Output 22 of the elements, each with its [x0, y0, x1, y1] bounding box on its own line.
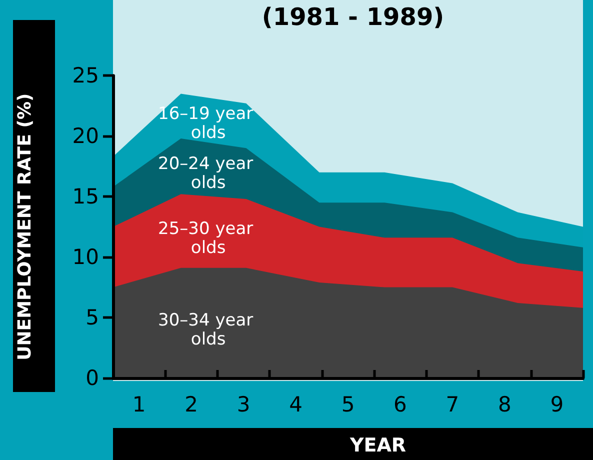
chart-title: (1981 - 1989) [262, 3, 444, 31]
y-tick-label: 5 [86, 306, 99, 330]
x-tick-label: 8 [498, 392, 512, 416]
y-tick-label: 20 [72, 124, 99, 148]
series-label: 25–30 year olds [158, 218, 259, 258]
x-tick-label: 9 [550, 392, 564, 416]
series-label: 30–34 year olds [158, 310, 259, 350]
x-tick-label: 6 [394, 392, 407, 416]
x-tick-label: 4 [289, 392, 302, 416]
y-tick-label: 0 [86, 366, 99, 390]
x-tick-label: 1 [132, 392, 146, 416]
y-axis-title: UNEMPLOYMENT RATE (%) [14, 93, 36, 360]
x-axis-title: YEAR [348, 434, 406, 456]
x-tick-label: 3 [236, 392, 250, 416]
y-tick-label: 25 [72, 64, 99, 88]
x-tick-label: 2 [184, 392, 198, 416]
y-tick-label: 15 [72, 184, 99, 209]
series-label: 16–19 year olds [158, 104, 259, 143]
x-tick-label: 5 [341, 392, 355, 416]
y-tick-label: 10 [72, 245, 99, 270]
series-label: 20–24 year olds [158, 154, 259, 194]
x-tick-label: 7 [446, 392, 460, 416]
